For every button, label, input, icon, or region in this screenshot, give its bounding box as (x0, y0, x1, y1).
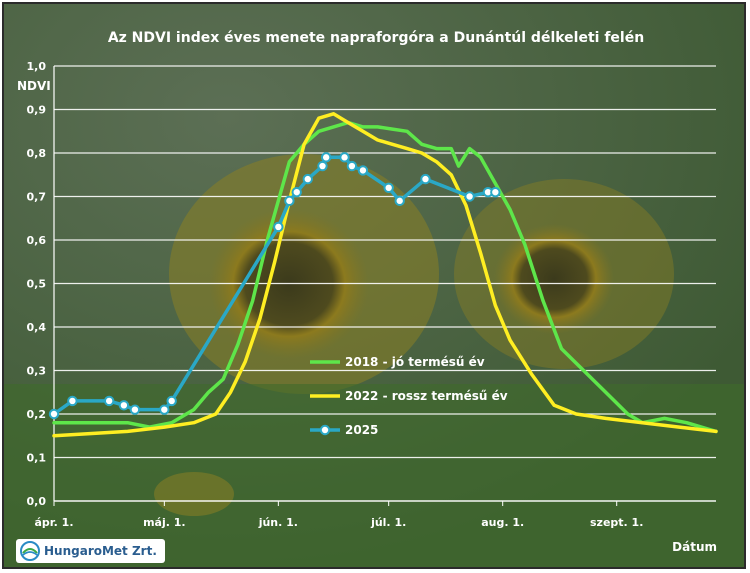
y-tick-label: 0,3 (27, 365, 47, 378)
y-tick-label: 0,2 (27, 408, 47, 421)
series-line-0 (52, 120, 718, 434)
legend-marker (319, 424, 331, 436)
x-tick-label: szept. 1. (590, 516, 643, 529)
y-tick-label: 0,9 (27, 104, 47, 117)
legend-label: 2018 - jó termésű év (345, 355, 485, 369)
y-tick-label: 1,0 (27, 60, 47, 73)
chart-svg: 0,0 0,1 0,2 0,3 0,4 0,5 0,6 0,7 0,8 0,9 1,0 ápr. 1.… (4, 4, 744, 567)
series-point (346, 160, 358, 172)
series-layer (48, 112, 718, 438)
series-point (129, 404, 141, 415)
series-point (103, 395, 115, 407)
series-point (67, 395, 78, 407)
series-point (420, 173, 431, 185)
legend-label: 2022 - rossz termésű év (345, 389, 508, 403)
series-line-2 (52, 155, 498, 416)
series-line-1 (52, 112, 718, 438)
series-point (291, 186, 302, 198)
series-point (166, 395, 177, 407)
logo-icon (20, 541, 40, 561)
y-tick-label: 0,7 (27, 191, 47, 204)
y-tick-label: 0,6 (27, 234, 47, 247)
x-axis-label: Dátum (672, 540, 717, 554)
series-point (302, 173, 313, 185)
series-point (320, 152, 332, 163)
y-axis-label: NDVI (17, 79, 51, 93)
x-tick-label: máj. 1. (143, 516, 186, 529)
axes: 0,0 0,1 0,2 0,3 0,4 0,5 0,6 0,7 0,8 0,9 1,0 ápr. 1.… (27, 60, 716, 529)
sunflower-background (4, 4, 744, 567)
series-point (118, 400, 130, 411)
y-tick-label: 0,0 (27, 495, 47, 508)
series-point (159, 404, 170, 415)
series-point (317, 160, 328, 172)
series-point (464, 191, 475, 202)
x-tick-label: júl. 1. (370, 516, 406, 529)
series-point (284, 195, 295, 207)
y-tick-label: 0,1 (27, 452, 47, 465)
logo-text: HungaroMet Zrt. (44, 544, 157, 558)
series-point (48, 408, 60, 420)
y-tick-label: 0,8 (27, 147, 47, 160)
legend: 2018 - jó termésű év 2022 - rossz termésű… (310, 355, 508, 437)
series-point (339, 152, 350, 163)
series-point (383, 182, 394, 194)
x-tick-label: jún. 1. (258, 516, 298, 529)
x-tick-label: aug. 1. (481, 516, 524, 529)
logo: HungaroMet Zrt. (16, 539, 165, 563)
series-point (394, 195, 405, 207)
legend-label: 2025 (345, 423, 378, 437)
chart-title: Az NDVI index éves menete napraforgóra a… (108, 30, 644, 46)
series-point (490, 186, 501, 198)
series-point (273, 221, 284, 233)
y-tick-label: 0,5 (27, 278, 47, 291)
x-tick-label: ápr. 1. (35, 516, 74, 529)
y-tick-label: 0,4 (27, 321, 47, 334)
series-point (357, 165, 369, 176)
